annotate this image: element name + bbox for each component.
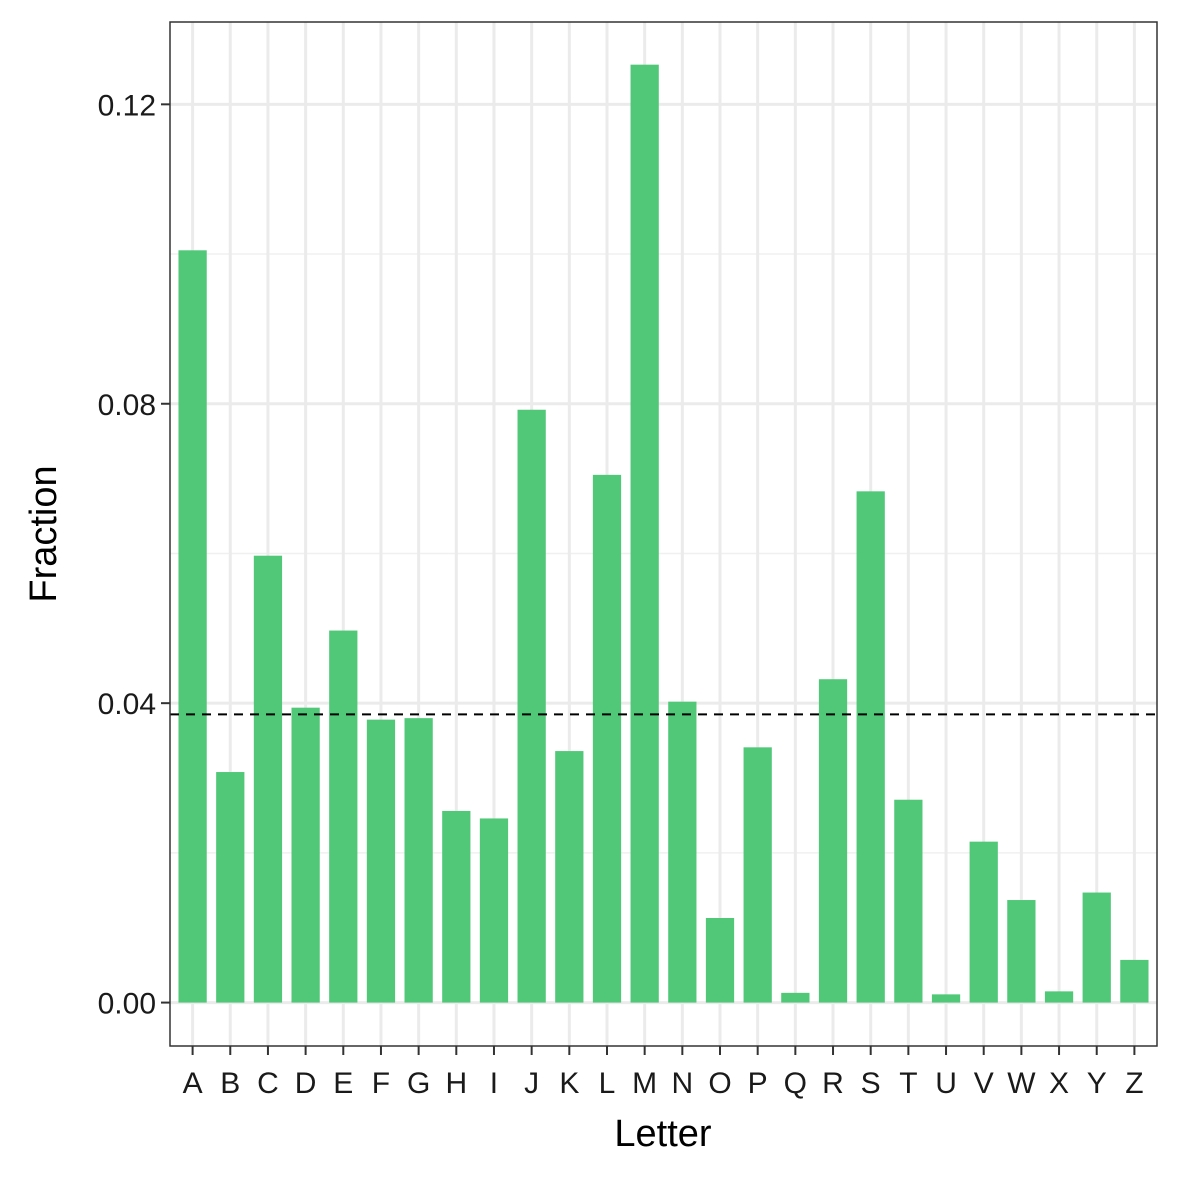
bar-S [856, 491, 885, 1003]
bar-D [291, 707, 320, 1003]
bar-T [894, 799, 923, 1003]
y-axis: 0.00 0.04 0.08 0.12 [98, 89, 170, 1021]
y-tick-label: 0.12 [98, 89, 156, 122]
x-tick-label: L [599, 1067, 616, 1100]
x-tick-label: Y [1087, 1067, 1107, 1100]
x-tick-label: D [295, 1067, 317, 1100]
bar-J [517, 409, 546, 1003]
x-tick-label: T [899, 1067, 917, 1100]
bar-Z [1120, 959, 1149, 1003]
x-tick-label: R [822, 1067, 844, 1100]
bar-C [253, 555, 283, 1003]
bar-V [969, 841, 998, 1003]
x-tick-label: C [257, 1067, 279, 1100]
x-axis-title: Letter [614, 1113, 712, 1155]
bars [178, 64, 1149, 1003]
bar-O [705, 918, 735, 1003]
panel-border [169, 21, 1158, 1047]
x-tick-label: M [632, 1067, 657, 1100]
x-tick-label: E [333, 1067, 353, 1100]
bar-A [178, 250, 207, 1003]
x-tick-label: X [1049, 1067, 1069, 1100]
x-tick-label: F [372, 1067, 390, 1100]
x-tick-label: B [220, 1067, 240, 1100]
bar-L [592, 474, 622, 1003]
bar-N [668, 701, 697, 1003]
x-tick-label: K [559, 1067, 579, 1100]
bar-W [1007, 900, 1036, 1003]
y-tick-label: 0.08 [98, 389, 156, 422]
bar-Q [781, 992, 810, 1003]
y-tick-label: 0.04 [98, 688, 156, 721]
x-tick-label: P [748, 1067, 768, 1100]
x-tick-label: A [183, 1067, 203, 1100]
x-tick-label: V [974, 1067, 994, 1100]
x-tick-label: I [490, 1067, 498, 1100]
x-tick-label: W [1007, 1067, 1036, 1100]
x-tick-label: U [935, 1067, 957, 1100]
bar-X [1044, 991, 1074, 1003]
bar-P [743, 747, 772, 1003]
x-tick-label: G [407, 1067, 430, 1100]
bar-R [818, 679, 848, 1003]
bar-K [555, 751, 584, 1003]
x-tick-label: J [524, 1067, 539, 1100]
y-axis-title: Fraction [23, 465, 65, 602]
bar-E [329, 630, 358, 1003]
bar-U [931, 994, 961, 1003]
bar-I [479, 818, 509, 1003]
y-tick-label: 0.00 [98, 988, 156, 1021]
bar-B [216, 772, 245, 1003]
bar-F [366, 719, 396, 1003]
x-tick-label: O [708, 1067, 731, 1100]
bar-Y [1082, 892, 1111, 1003]
bar-H [442, 810, 471, 1003]
x-tick-label: Q [784, 1067, 807, 1100]
bar-M [630, 64, 659, 1003]
x-tick-label: H [445, 1067, 467, 1100]
x-tick-label: S [861, 1067, 881, 1100]
x-tick-label: N [671, 1067, 693, 1100]
x-tick-label: Z [1125, 1067, 1143, 1100]
bar-G [404, 718, 433, 1003]
